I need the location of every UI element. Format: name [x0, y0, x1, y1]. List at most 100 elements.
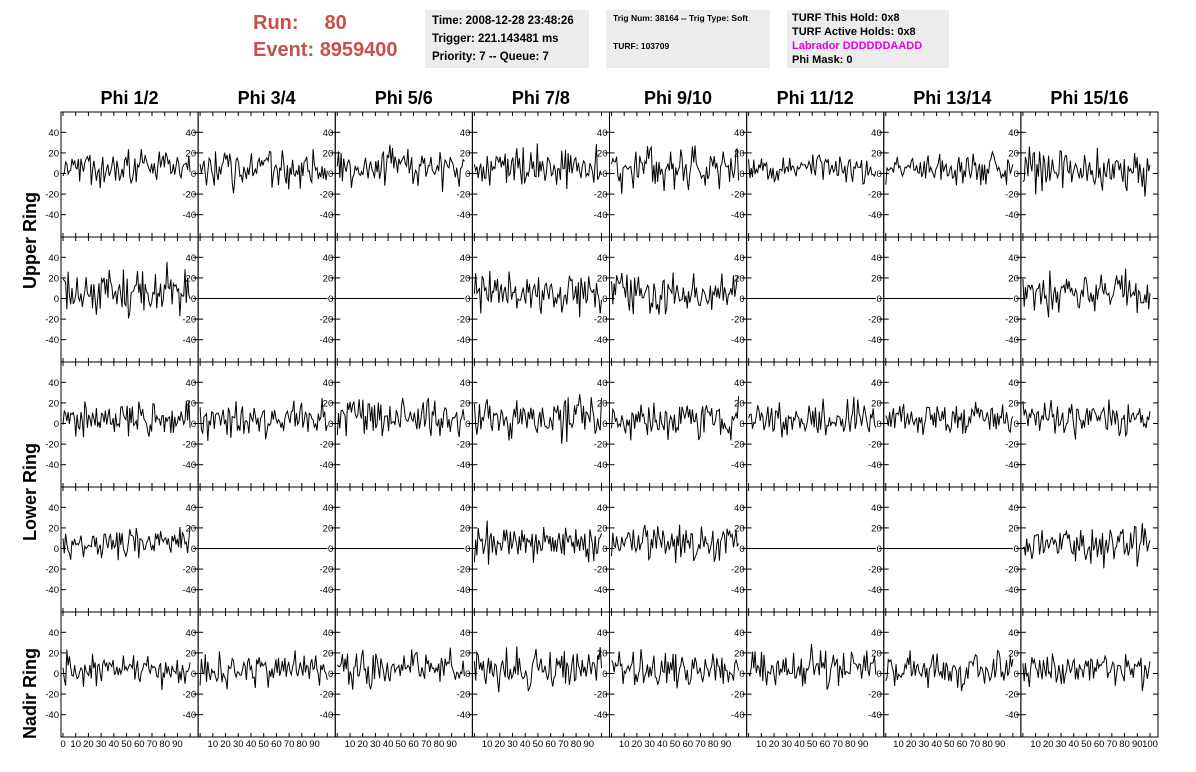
y-tick-label: -20	[182, 440, 196, 451]
waveform-trace	[62, 149, 191, 189]
y-tick-label: 20	[734, 523, 745, 534]
y-tick-label: -20	[45, 190, 59, 201]
y-tick-label: 20	[734, 398, 745, 409]
y-tick-label: 40	[871, 628, 882, 639]
waveform-trace	[611, 272, 739, 315]
x-tick-label: 80	[434, 739, 445, 750]
y-tick-label: 40	[871, 503, 882, 514]
y-tick-label: -40	[731, 710, 745, 721]
waveform-trace	[473, 143, 602, 190]
waveform-trace	[748, 154, 877, 185]
y-tick-label: -40	[731, 335, 745, 346]
y-tick-label: -40	[594, 460, 608, 471]
x-tick-label: 50	[670, 739, 681, 750]
y-tick-label: 40	[597, 253, 608, 264]
x-tick-label: 70	[558, 739, 569, 750]
y-tick-label: 0	[876, 419, 881, 430]
waveform-trace	[199, 650, 328, 690]
plot-frame	[609, 611, 748, 738]
y-tick-label: -20	[594, 690, 608, 701]
y-tick-label: 40	[597, 628, 608, 639]
y-tick-label: 20	[323, 398, 334, 409]
y-tick-label: 20	[48, 523, 59, 534]
x-tick-label: 70	[832, 739, 843, 750]
x-tick-label: 30	[919, 739, 930, 750]
x-tick-label: 80	[982, 739, 993, 750]
y-tick-label: -40	[868, 710, 882, 721]
y-tick-label: 20	[734, 148, 745, 159]
x-tick-label: 20	[632, 739, 643, 750]
y-tick-label: 40	[1008, 128, 1019, 139]
x-tick-label: 60	[408, 739, 419, 750]
run-event-box: Run: 80 Event: 8959400	[253, 10, 398, 64]
y-tick-label: -40	[1005, 460, 1019, 471]
y-tick-label: -20	[594, 315, 608, 326]
y-tick-label: -20	[731, 565, 745, 576]
column-header: Phi 1/2	[101, 88, 159, 108]
y-tick-label: 40	[186, 378, 197, 389]
x-tick-label: 10	[619, 739, 630, 750]
x-tick-label: 40	[109, 739, 120, 750]
x-tick-label: 90	[995, 739, 1006, 750]
y-tick-label: 0	[191, 169, 196, 180]
y-tick-label: 40	[1008, 253, 1019, 264]
waveform-trace	[62, 400, 191, 438]
y-tick-label: 20	[734, 648, 745, 659]
y-tick-label: -40	[1005, 710, 1019, 721]
run-value: 80	[324, 12, 347, 34]
y-tick-label: -20	[45, 565, 59, 576]
x-tick-label: 20	[769, 739, 780, 750]
y-tick-label: 20	[871, 648, 882, 659]
y-tick-label: -20	[731, 440, 745, 451]
plot-frame	[334, 111, 473, 238]
y-tick-label: 0	[876, 544, 881, 555]
y-tick-label: 20	[1008, 148, 1019, 159]
plot-frame	[334, 236, 473, 363]
turf-active-holds-text: TURF Active Holds: 0x8	[792, 26, 916, 38]
y-tick-label: -40	[594, 585, 608, 596]
y-tick-label: 20	[186, 523, 197, 534]
x-tick-label: 40	[383, 739, 394, 750]
y-tick-label: 0	[739, 544, 744, 555]
y-tick-label: 20	[460, 148, 471, 159]
x-tick-label: 30	[370, 739, 381, 750]
x-tick-label: 20	[495, 739, 506, 750]
y-tick-label: 40	[734, 128, 745, 139]
y-tick-label: 40	[871, 253, 882, 264]
waveform-trace	[62, 261, 191, 319]
y-tick-label: 0	[54, 544, 59, 555]
y-tick-label: 0	[328, 419, 333, 430]
y-tick-label: -20	[1005, 440, 1019, 451]
y-tick-label: 0	[54, 669, 59, 680]
y-tick-label: 40	[48, 128, 59, 139]
x-tick-label: 40	[1068, 739, 1079, 750]
y-tick-label: -20	[868, 690, 882, 701]
y-tick-label: 0	[54, 169, 59, 180]
y-tick-label: 0	[54, 419, 59, 430]
turf-text: TURF: 103709	[613, 41, 670, 51]
y-tick-label: -40	[45, 585, 59, 596]
x-tick-label: 70	[147, 739, 158, 750]
y-tick-label: -40	[1005, 585, 1019, 596]
waveform-trace	[611, 145, 740, 194]
y-tick-label: -40	[457, 710, 471, 721]
waveform-trace	[611, 524, 740, 564]
y-tick-label: 0	[602, 669, 607, 680]
y-tick-label: -20	[182, 315, 196, 326]
y-tick-label: -20	[457, 315, 471, 326]
x-tick-label: 20	[220, 739, 231, 750]
plot-frame	[334, 486, 473, 613]
y-tick-label: -40	[594, 710, 608, 721]
y-tick-label: 20	[323, 273, 334, 284]
y-tick-label: -20	[1005, 565, 1019, 576]
x-tick-label: 80	[297, 739, 308, 750]
x-tick-label: 10	[482, 739, 493, 750]
y-tick-label: 20	[1008, 273, 1019, 284]
y-tick-label: 0	[191, 669, 196, 680]
waveform-trace	[473, 270, 602, 318]
y-tick-label: 20	[871, 148, 882, 159]
y-tick-label: 0	[328, 294, 333, 305]
y-tick-label: 40	[48, 628, 59, 639]
y-tick-label: -40	[868, 210, 882, 221]
column-header: Phi 13/14	[913, 88, 991, 108]
